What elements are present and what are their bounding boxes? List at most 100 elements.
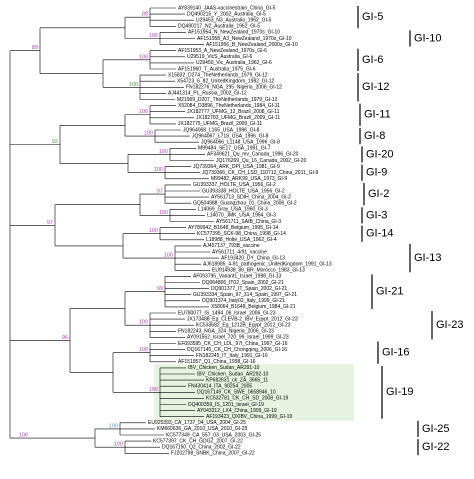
leaf-label: EF093595_CK_CH_LDL_97I_China_1997_GI-16 <box>178 341 288 347</box>
bootstrap-value: 100 <box>149 33 158 39</box>
leaf-label: AY561711_SAIB_China_GI-3 <box>216 219 281 225</box>
clade-label: GI-10 <box>414 32 442 44</box>
leaf-label: KP682631_ck_ZA_3665_11 <box>206 377 268 383</box>
leaf-label: AJ457137_793B_vaccine <box>203 243 260 249</box>
leaf-label: L18988_Holte_USA_1962_GI-4 <box>206 237 277 243</box>
bootstrap-value: 96 <box>62 335 68 341</box>
bootstrap-value: 97 <box>47 220 53 226</box>
leaf-label: M21969_D207_TheNetherlands_1979_GI-12 <box>177 97 278 103</box>
clade-label: GI-19 <box>386 386 414 398</box>
bootstrap-value: 92 <box>52 139 58 145</box>
leaf-label: JQ739366_CK_CH_LSD_110712_China_2011_GI-… <box>202 170 319 176</box>
leaf-label: FN182243_NGA_324_Nigeria_2006_GI-23 <box>178 329 274 335</box>
leaf-label: X54723_6_82_UnitedKingdom_1982_GI-12 <box>177 79 275 85</box>
bootstrap-value: 100 <box>154 167 163 173</box>
clade-label: GI-8 <box>364 130 385 142</box>
leaf-label: DQ167145_CK_CH_Chongqing_2006_GI-16 <box>187 347 287 353</box>
leaf-label: GU393337_HOLTE_USA_1956_GI-2 <box>193 182 276 188</box>
clade-label: GI-9 <box>366 167 387 179</box>
leaf-label: DQ167149_CK_SWE_0658946_10 <box>197 390 276 396</box>
bootstrap-value: 100 <box>109 423 118 429</box>
leaf-label: KM660636_GA_2010_USA_2010_GI-25 <box>157 426 248 432</box>
clade-label: GI-5 <box>362 11 383 23</box>
leaf-label: X15832_D274_TheNetherlands_1979_GI-12 <box>168 72 268 78</box>
leaf-label: JX173488_Eg_CLEVB-2_IBV_Egypt_2012_GI-23 <box>187 316 298 322</box>
leaf-label: M99484_SE17_USA_1991_GI-7 <box>198 146 271 152</box>
leaf-label: FN430414_ITA_90254_2005 <box>188 384 252 390</box>
leaf-label: AF151958_A3_NewZealand_1970s_GI-10 <box>197 36 292 42</box>
bootstrap-value: 100 <box>149 387 158 393</box>
leaf-label: GU393338_HOLTE_USA_1956_GI-2 <box>202 188 285 194</box>
bootstrap-value: 100 <box>149 228 158 234</box>
leaf-label: AY561711_4/91_vaccine <box>212 249 267 255</box>
leaf-label: FN182245_IT_Italy_1991_GI-16 <box>196 353 268 359</box>
leaf-label: AF151957_Q1_China_1998_GI-16 <box>178 359 256 365</box>
bootstrap-value: 100 <box>139 320 148 326</box>
leaf-label: DQ901377_IT_Spain_2002_GI-21 <box>211 286 287 292</box>
leaf-label: KC533682_Eg_1212B_Egypt_2012_GI-23 <box>196 323 291 329</box>
leaf-label: JQ964068_L165_USA_1996_GI-8 <box>183 127 260 133</box>
leaf-label: KC532781_CK_CH_SD_2008_GI-19 <box>206 396 288 402</box>
clade-label: GI-16 <box>382 347 410 359</box>
bootstrap-value: 100 <box>114 442 123 448</box>
clade-label: GI-3 <box>366 209 387 221</box>
leaf-label: AJ441314_PL_Russia_2002_GI-12 <box>168 91 247 97</box>
clade-label: GI-21 <box>376 286 404 298</box>
bootstrap-value: 100 <box>139 109 148 115</box>
clade-label: GI-22 <box>422 441 450 453</box>
leaf-label: GQ504988_Guangzhou_01_China_2006_GI-2 <box>193 201 297 207</box>
leaf-label: KC577349_CA_557_03_USA_2003_GI-25 <box>166 432 261 438</box>
clade-label: GI-2 <box>368 188 389 200</box>
bootstrap-value: 100 <box>144 131 153 137</box>
leaf-label: X58064_B1648_Belgium_1984_GI-21 <box>211 304 296 310</box>
leaf-label: AF151953_A_NewZealand_1970s_GI-6 <box>178 48 267 54</box>
clade-label: GI-14 <box>366 228 394 240</box>
leaf-label: AF193420_DY_China_GI-13 <box>221 255 285 261</box>
leaf-label: M99482_ARK99_USA_1973_GI-9 <box>211 176 287 182</box>
leaf-label: EU914938_86_BR_Morocco_1983_GI-13 <box>212 268 305 274</box>
leaf-label: AF151954_N_NewZealand_1970s_GI-10 <box>188 30 280 36</box>
leaf-label: JQ964067_L718_USA_1996_GI-8 <box>192 133 269 139</box>
leaf-label: AJ618985_4-91_pathogenic_UnitedKingdom_1… <box>203 262 332 268</box>
leaf-label: DQ167150_Q2_China_2002_GI-22 <box>162 445 241 451</box>
leaf-label: IBV_Chicken_Sudan_AR292-10 <box>197 371 269 377</box>
leaf-label: X52084_D3896_TheNetherlands_1984_GI-11 <box>178 103 280 109</box>
leaf-label: AY789942_B1648_Belgium_1995_GI-14 <box>188 225 278 231</box>
leaf-label: AF193423_QXIBV_China_1999_GI-19 <box>206 414 292 420</box>
leaf-label: JX182777_UFMG_12_Brazil_2008_GI-11 <box>187 109 280 115</box>
bootstrap-value: 89 <box>32 45 38 51</box>
leaf-label: AF151960_T_Australia_1975_GI-6 <box>178 66 256 72</box>
bootstrap-value: 100 <box>159 210 168 216</box>
bootstrap-value: 99 <box>157 286 163 292</box>
leaf-label: U29519_VicS_Australia_GI-6 <box>187 54 252 60</box>
leaf-label: AF349621_Qu_mv_Canada_1996_GI-20 <box>207 152 299 158</box>
clade-label: GI-13 <box>414 252 442 264</box>
bootstrap-value: 100 <box>159 149 168 155</box>
clade-label: GI-20 <box>366 148 394 160</box>
leaf-label: DQ490217_N2_Australia_1962_GI-5 <box>178 24 260 30</box>
leaf-label: DQ490215_Y_2002_Australia_GI-5 <box>187 11 266 17</box>
leaf-label: AY043312_LX4_China_1999_GI-19 <box>197 408 277 414</box>
clade-label: GI-11 <box>364 109 391 121</box>
bootstrap-value: 100 <box>139 347 148 353</box>
leaf-label: DQ064806_IT02_Spain_2002_GI-21 <box>202 280 284 286</box>
bootstrap-value: 97 <box>157 189 163 195</box>
leaf-label: IBV_Chicken_Sudan_AR291-10 <box>188 365 260 371</box>
leaf-label: AY561713_SDIH_China_2004_GI-2 <box>211 194 291 200</box>
leaf-label: FJ202798_SNBK_China_2007_GI-22 <box>171 451 255 457</box>
clade-label: GI-23 <box>436 319 464 331</box>
bootstrap-value: 88 <box>142 12 148 18</box>
leaf-label: JQ176269_Qu_16_Canada_2002_GI-20 <box>216 158 307 164</box>
leaf-label: AY091552_Israel_720_99_Israel_1999_GI-23 <box>187 335 289 341</box>
leaf-label: U29450_Vic_Australia_1962_GI-6 <box>196 60 272 66</box>
clade-label: GI-25 <box>422 423 450 435</box>
clade-label: GI-6 <box>362 54 383 66</box>
bootstrap-value: 100 <box>129 82 138 88</box>
leaf-label: JQ964066_L1148_USA_1996_GI-8 <box>201 140 280 146</box>
leaf-label: FN182276_NGA_295_Nigeria_2006_GI-12 <box>186 85 282 91</box>
leaf-label: L14069_Gray_USA_1960_GI-3 <box>198 207 268 213</box>
leaf-label: JX182783_UFMG_Brazil_2009_GI-11 <box>196 115 280 121</box>
clade-label: GI-12 <box>362 81 390 93</box>
bootstrap-value: 100 <box>19 433 28 439</box>
